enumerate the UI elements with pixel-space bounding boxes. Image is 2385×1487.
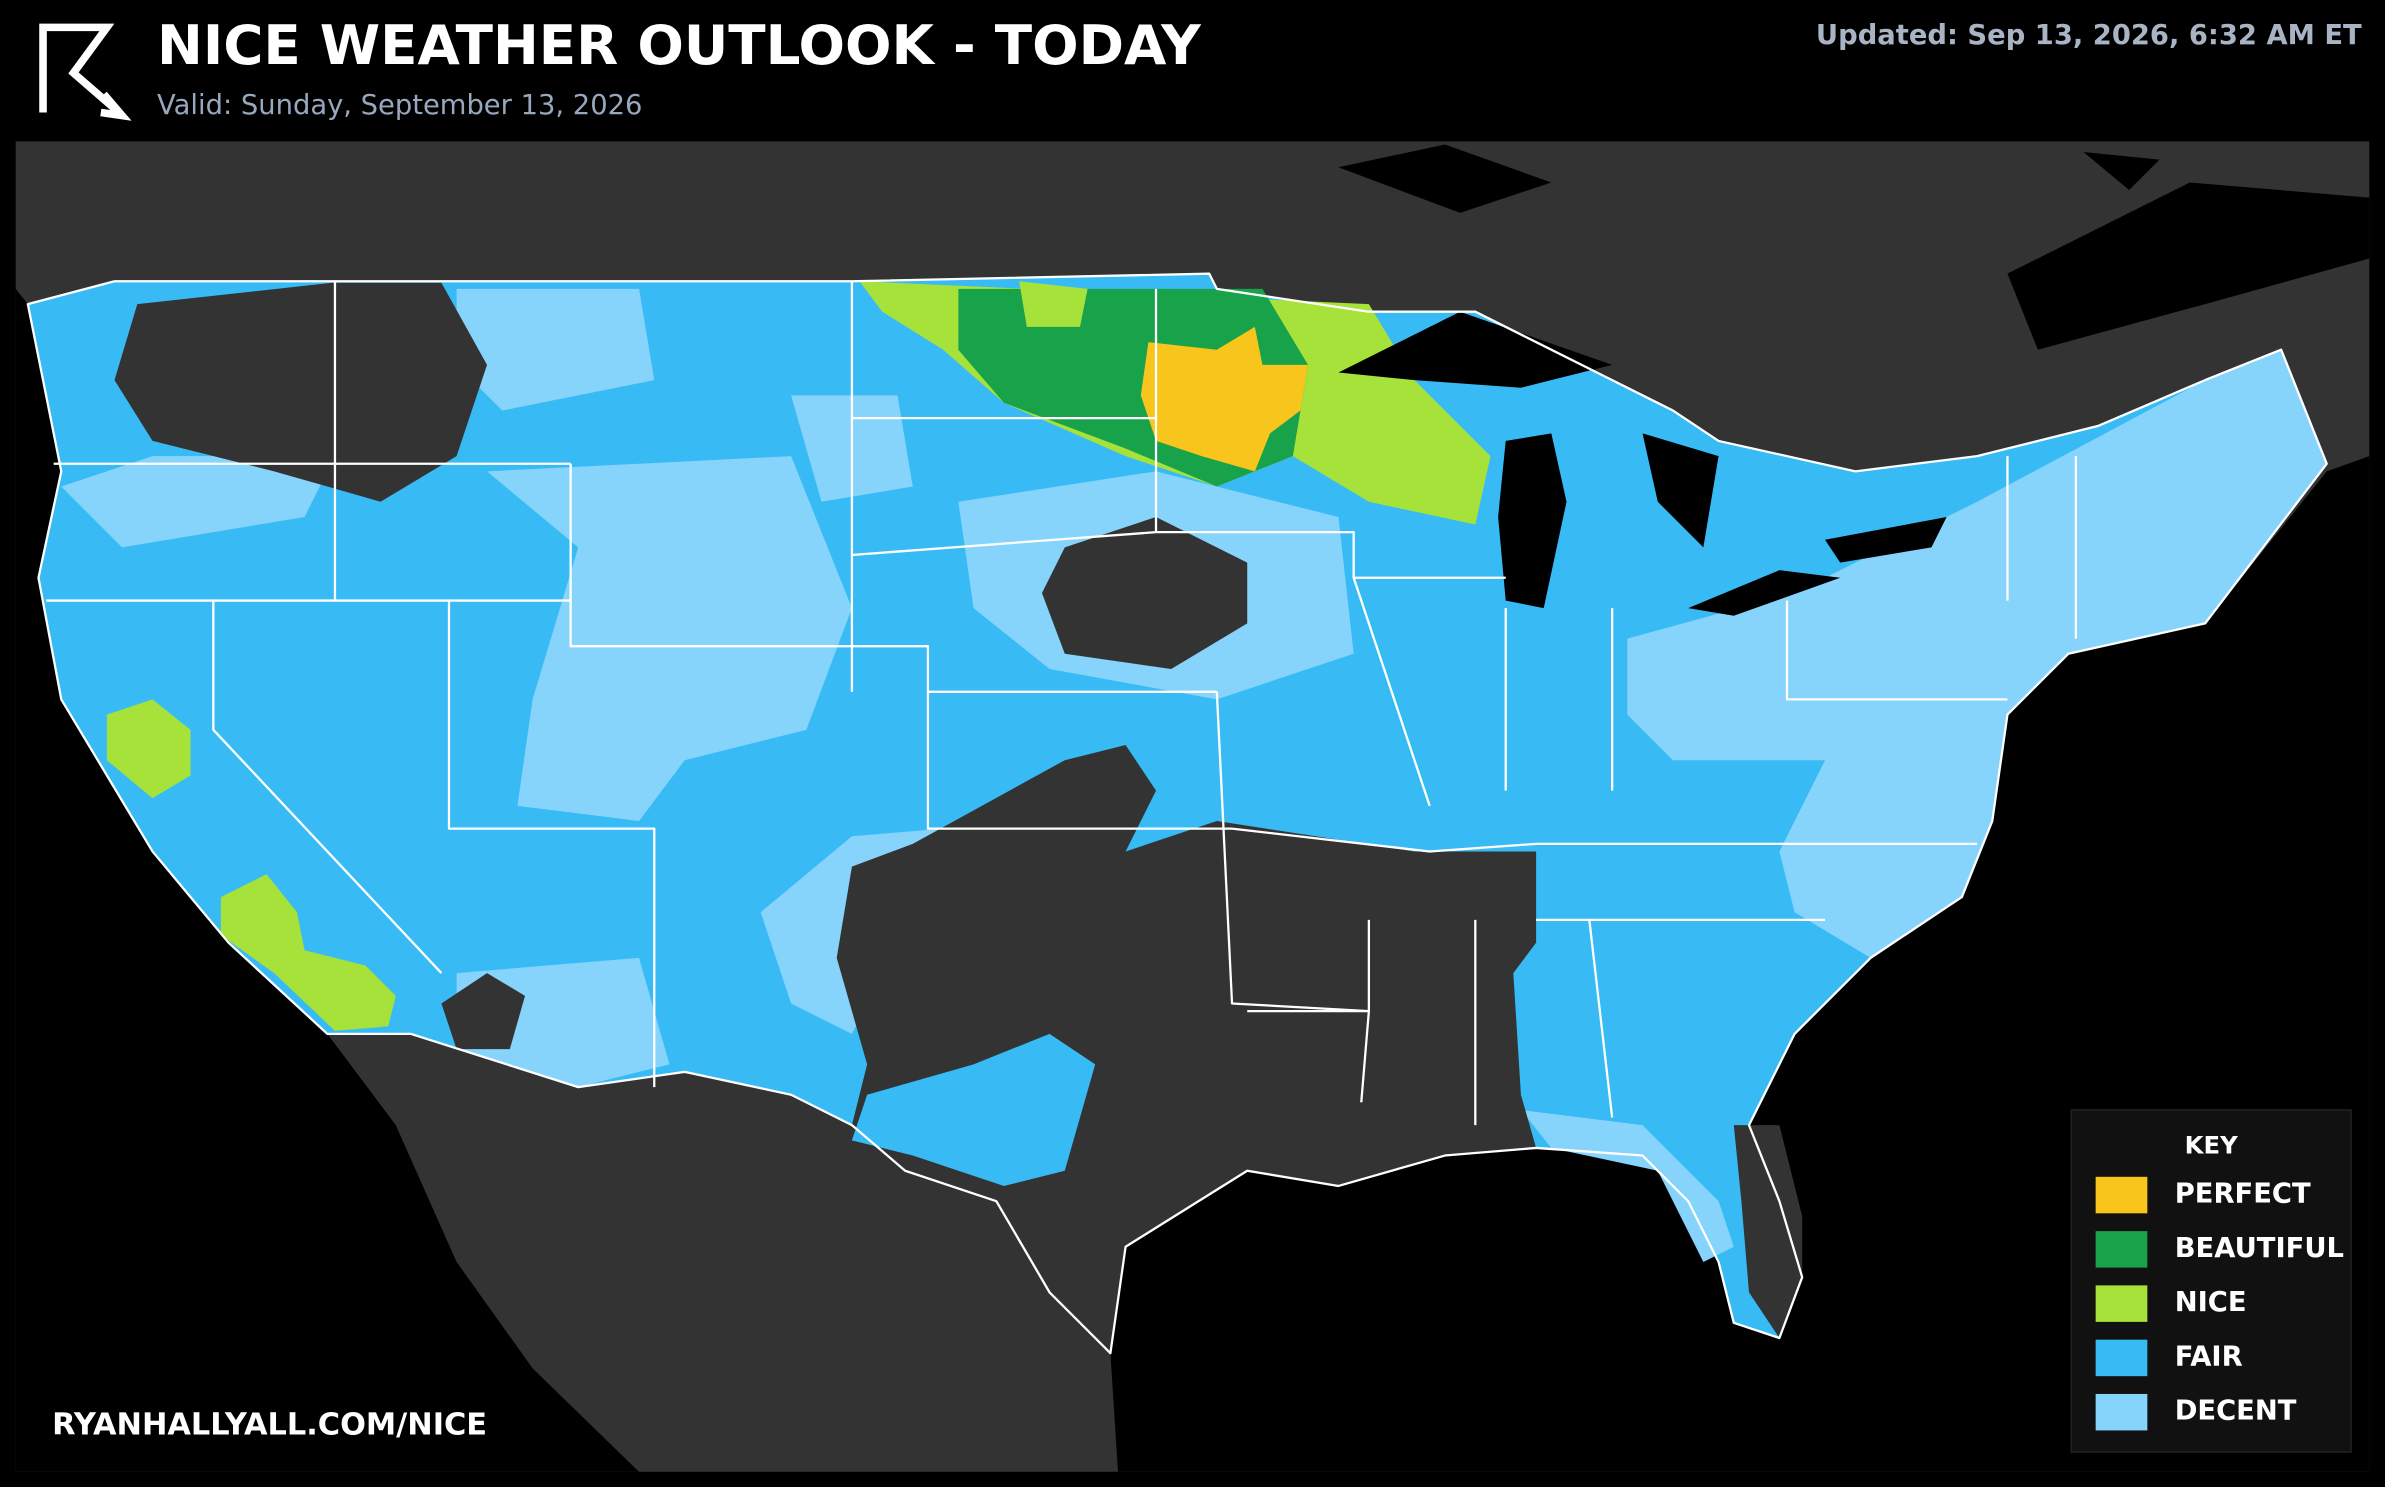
atlantic-gulf (1110, 456, 2370, 1472)
subtitle: Valid: Sunday, September 13, 2026 (157, 90, 642, 121)
legend-items: PERFECT BEAUTIFUL NICE FAIR DECENT (2095, 1176, 2344, 1431)
updated-time: Updated: Sep 13, 2026, 6:32 AM ET (1816, 20, 2362, 51)
legend-swatch (2095, 1176, 2148, 1214)
nice-region (106, 699, 191, 799)
us-border (26, 272, 2328, 1355)
decent-region (456, 288, 655, 411)
gray-region (1041, 516, 1248, 669)
legend-label: DECENT (2175, 1396, 2297, 1427)
legend-title: KEY (2185, 1130, 2238, 1159)
legend-label: FAIR (2175, 1341, 2243, 1372)
nice-region (220, 874, 396, 1031)
state-borders (46, 281, 2078, 1126)
decent-region (1520, 1109, 1734, 1262)
canada-lakes (1338, 144, 2370, 350)
legend: KEY PERFECT BEAUTIFUL NICE FAIR DECENT (2070, 1109, 2352, 1453)
legend-label: NICE (2175, 1287, 2247, 1318)
title: NICE WEATHER OUTLOOK - TODAY (157, 13, 1202, 77)
pacific-ocean (15, 288, 640, 1472)
nice-region (1019, 281, 1088, 327)
map (15, 141, 2370, 1472)
decent-region (487, 456, 852, 822)
fair-region (851, 1033, 1096, 1186)
gray-region (836, 745, 1537, 1354)
legend-swatch (2095, 1285, 2148, 1322)
footer-url: RYANHALLYALL.COM/NICE (52, 1408, 487, 1443)
logo (39, 23, 132, 121)
perfect-region (1140, 326, 1309, 472)
decent-region (1627, 349, 2327, 958)
decent-region (61, 456, 335, 548)
legend-swatch (2095, 1231, 2148, 1268)
legend-label: BEAUTIFUL (2175, 1233, 2344, 1264)
gray-region (441, 973, 526, 1050)
legend-label: PERFECT (2175, 1179, 2311, 1210)
legend-swatch (2095, 1339, 2148, 1377)
legend-swatch (2095, 1393, 2148, 1431)
gray-region (114, 282, 488, 502)
gray-region (1733, 1125, 1803, 1338)
